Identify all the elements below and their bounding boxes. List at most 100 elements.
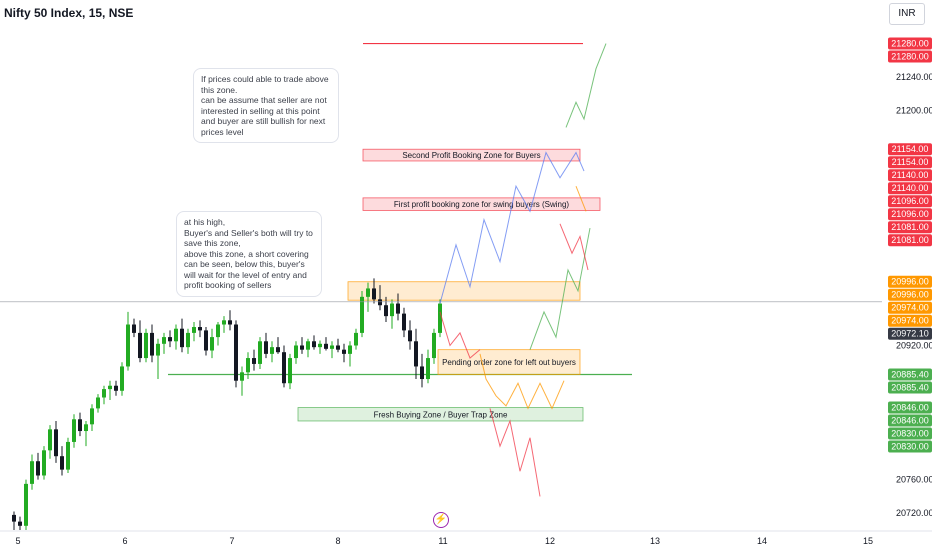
candle-body bbox=[96, 397, 100, 409]
y-tick-label: 20720.00 bbox=[896, 508, 932, 518]
zone-label: Pending order zone for left out buyers bbox=[442, 358, 576, 367]
projection-path bbox=[559, 223, 589, 271]
candle-body bbox=[342, 349, 346, 354]
price-tag-label: 20974.00 bbox=[891, 303, 929, 313]
x-tick-label: 7 bbox=[229, 536, 234, 546]
price-tag bbox=[888, 414, 932, 427]
candle-body bbox=[420, 366, 424, 380]
candle-body bbox=[270, 347, 274, 354]
candle-body bbox=[234, 324, 238, 381]
price-tag bbox=[888, 37, 932, 50]
candle-body bbox=[90, 408, 94, 425]
price-tag-label: 20830.00 bbox=[891, 429, 929, 439]
price-tag-label: 21280.00 bbox=[891, 52, 929, 62]
price-tag-label: 21280.00 bbox=[891, 39, 929, 49]
price-tag-label: 21096.00 bbox=[891, 209, 929, 219]
candle-body bbox=[174, 328, 178, 342]
candle-body bbox=[228, 320, 232, 325]
candle-body bbox=[180, 328, 184, 348]
candle-body bbox=[390, 303, 394, 317]
candle-body bbox=[168, 337, 172, 342]
price-tag bbox=[888, 368, 932, 381]
candle-body bbox=[252, 358, 256, 364]
price-tag bbox=[888, 314, 932, 327]
price-tag bbox=[888, 182, 932, 195]
candle-body bbox=[372, 288, 376, 300]
projection-path bbox=[439, 151, 585, 304]
candle-body bbox=[204, 330, 208, 351]
price-tag bbox=[888, 208, 932, 221]
candle-body bbox=[258, 341, 262, 364]
price-tag-label: 20885.40 bbox=[891, 383, 929, 393]
candle-body bbox=[126, 324, 130, 367]
candle-body bbox=[378, 299, 382, 306]
candle-body bbox=[54, 429, 58, 457]
zone-box bbox=[362, 197, 601, 211]
candle-body bbox=[216, 324, 220, 338]
x-tick-label: 12 bbox=[545, 536, 555, 546]
projection-path bbox=[479, 353, 565, 410]
price-tag-label: 20846.00 bbox=[891, 403, 929, 413]
price-tag bbox=[888, 195, 932, 208]
zone-box bbox=[437, 349, 581, 375]
candle-body bbox=[438, 303, 442, 333]
projection-path bbox=[489, 408, 541, 497]
price-tag-label: 21140.00 bbox=[892, 170, 929, 180]
x-tick-label: 14 bbox=[757, 536, 767, 546]
candle-body bbox=[300, 345, 304, 350]
projection-path bbox=[529, 227, 591, 350]
candle-body bbox=[120, 366, 124, 391]
candle-body bbox=[360, 296, 364, 333]
candle-body bbox=[18, 521, 22, 526]
candle-body bbox=[414, 341, 418, 367]
currency-selector[interactable]: INR bbox=[889, 3, 925, 25]
x-tick-label: 11 bbox=[438, 536, 447, 546]
price-tag-label: 21096.00 bbox=[891, 196, 929, 206]
candle-body bbox=[66, 441, 70, 470]
candle-body bbox=[186, 332, 190, 348]
price-tag-label: 21154.00 bbox=[892, 144, 929, 154]
zone-box bbox=[347, 281, 581, 301]
candle-body bbox=[12, 514, 16, 522]
candle-body bbox=[114, 385, 118, 391]
candle-body bbox=[426, 358, 430, 380]
candle-body bbox=[108, 385, 112, 390]
candle-body bbox=[396, 303, 400, 314]
candle-body bbox=[132, 324, 136, 333]
annotation-note-top[interactable]: If prices could able to trade above this… bbox=[193, 68, 339, 143]
zone-label: Fresh Buying Zone / Buyer Trap Zone bbox=[374, 410, 508, 419]
candle-body bbox=[150, 332, 154, 356]
candle-body bbox=[222, 320, 226, 325]
annotation-note-middle[interactable]: at his high, Buyer's and Seller's both w… bbox=[176, 211, 322, 297]
y-tick-label: 20760.00 bbox=[896, 475, 932, 485]
candle-body bbox=[312, 341, 316, 348]
price-tag-label: 20885.40 bbox=[891, 370, 929, 380]
price-tag bbox=[888, 288, 932, 301]
candle-body bbox=[348, 345, 352, 354]
price-tag-label: 20972.10 bbox=[891, 329, 929, 339]
price-tag bbox=[888, 234, 932, 247]
candle-body bbox=[288, 358, 292, 384]
y-tick-label: 20920.00 bbox=[896, 340, 932, 350]
candle-body bbox=[432, 332, 436, 359]
candle-body bbox=[30, 461, 34, 484]
candle-body bbox=[198, 327, 202, 331]
candle-body bbox=[36, 461, 40, 476]
chart-title: Nifty 50 Index, 15, NSE bbox=[4, 6, 134, 20]
candle-body bbox=[48, 429, 52, 451]
price-tag-label: 21154.00 bbox=[892, 157, 929, 167]
candle-body bbox=[276, 347, 280, 353]
candle-body bbox=[240, 372, 244, 381]
candle-body bbox=[366, 288, 370, 297]
candle-body bbox=[42, 450, 46, 476]
price-tag-label: 20996.00 bbox=[891, 277, 929, 287]
x-tick-label: 5 bbox=[15, 536, 20, 546]
candle-body bbox=[156, 343, 160, 356]
candle-body bbox=[294, 345, 298, 359]
price-tag bbox=[888, 275, 932, 288]
price-tag bbox=[888, 156, 932, 169]
flash-icon[interactable]: ⚡ bbox=[433, 512, 449, 528]
candle-body bbox=[324, 343, 328, 349]
x-tick-label: 15 bbox=[863, 536, 873, 546]
